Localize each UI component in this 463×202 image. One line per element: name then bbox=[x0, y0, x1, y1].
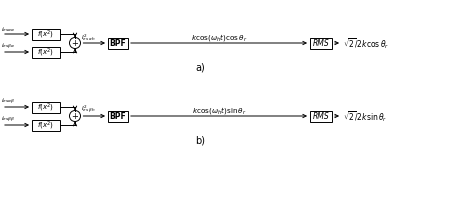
Text: $I^2_{es\ \beta h}$: $I^2_{es\ \beta h}$ bbox=[81, 103, 96, 115]
Text: $i_{es\beta\alpha}$: $i_{es\beta\alpha}$ bbox=[1, 42, 15, 52]
Text: $\sqrt{2}/2k\sin\theta_r$: $\sqrt{2}/2k\sin\theta_r$ bbox=[342, 109, 387, 124]
Text: $f(x^2)$: $f(x^2)$ bbox=[38, 47, 55, 59]
Text: $k\cos(\omega_h t)\cos\theta_r$: $k\cos(\omega_h t)\cos\theta_r$ bbox=[190, 32, 247, 43]
Text: $I^2_{es\ \alpha h}$: $I^2_{es\ \alpha h}$ bbox=[81, 32, 96, 43]
FancyBboxPatch shape bbox=[309, 111, 332, 122]
Text: +: + bbox=[71, 39, 78, 48]
FancyBboxPatch shape bbox=[32, 102, 60, 113]
Text: $i_{es\beta\beta}$: $i_{es\beta\beta}$ bbox=[1, 114, 15, 124]
Text: $i_{es\alpha\alpha}$: $i_{es\alpha\alpha}$ bbox=[1, 25, 15, 34]
FancyBboxPatch shape bbox=[32, 47, 60, 58]
Text: $f(x^2)$: $f(x^2)$ bbox=[38, 101, 55, 114]
Text: BPF: BPF bbox=[109, 39, 126, 48]
Text: RMS: RMS bbox=[312, 112, 329, 121]
Text: b): b) bbox=[194, 135, 205, 145]
Text: $\sqrt{2}/2k\cos\theta_r$: $\sqrt{2}/2k\cos\theta_r$ bbox=[342, 36, 388, 51]
Text: $i_{es\alpha\beta}$: $i_{es\alpha\beta}$ bbox=[1, 96, 15, 106]
Text: a): a) bbox=[195, 63, 205, 73]
Text: $k\cos(\omega_h t)\sin\theta_r$: $k\cos(\omega_h t)\sin\theta_r$ bbox=[191, 104, 246, 115]
FancyBboxPatch shape bbox=[32, 120, 60, 131]
FancyBboxPatch shape bbox=[108, 111, 128, 122]
Text: BPF: BPF bbox=[109, 112, 126, 121]
FancyBboxPatch shape bbox=[32, 29, 60, 40]
FancyBboxPatch shape bbox=[309, 38, 332, 49]
Text: $f(x^2)$: $f(x^2)$ bbox=[38, 119, 55, 132]
Text: +: + bbox=[71, 112, 78, 120]
FancyBboxPatch shape bbox=[108, 38, 128, 49]
Text: RMS: RMS bbox=[312, 39, 329, 48]
Text: $f(x^2)$: $f(x^2)$ bbox=[38, 29, 55, 41]
